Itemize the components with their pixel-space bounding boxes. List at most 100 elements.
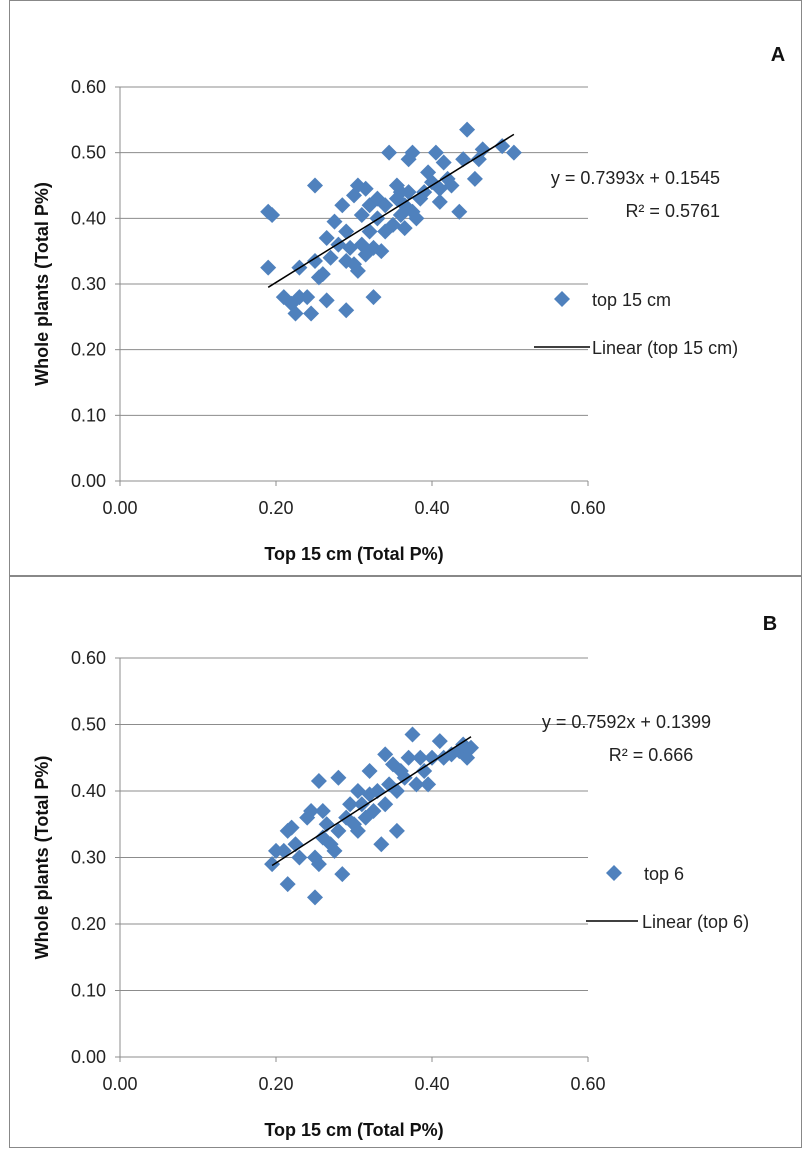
legend-label: top 15 cm [592,290,671,310]
data-point [451,203,468,220]
data-point [330,769,347,786]
data-point [435,154,452,171]
data-point [361,223,378,240]
data-point [326,842,343,859]
data-point [338,223,355,240]
y-tick-label: 0.30 [71,848,106,868]
data-point [279,876,296,893]
data-point [322,249,339,266]
data-point [310,856,327,873]
data-point [334,866,351,883]
y-axis-title: Whole plants (Total P%) [32,756,52,960]
data-point [377,746,394,763]
y-tick-label: 0.10 [71,981,106,1001]
trendline [267,133,515,288]
r-squared-label: R² = 0.666 [609,745,694,765]
data-point [396,220,413,237]
data-point [424,749,440,766]
data-point [353,207,370,224]
data-point [334,197,351,214]
y-tick-label: 0.50 [71,143,106,163]
data-point [283,819,300,836]
legend-label: Linear (top 6) [642,912,749,932]
data-point [307,889,323,906]
data-point [361,763,378,780]
legend-marker [606,865,622,881]
y-tick-label: 0.20 [71,340,106,360]
data-point [505,144,522,161]
y-axis-title: Whole plants (Total P%) [32,182,52,386]
trendline [271,736,472,867]
data-point [299,289,316,306]
data-point [357,180,374,197]
y-tick-label: 0.40 [71,208,106,228]
chart-a-svg: 0.00 0.10 0.20 0.30 0.40 0.50 0.60 0.00 0.20 0.40… [32,44,785,564]
data-point [318,292,335,309]
data-point [427,144,444,161]
data-point [420,776,437,793]
data-point [400,749,417,766]
legend-label: top 6 [644,864,684,884]
data-point [365,289,382,306]
data-point [314,802,331,819]
data-point [388,822,405,839]
data-point [443,746,460,763]
data-point [494,138,511,155]
data-point [318,230,335,247]
data-point [412,749,429,766]
data-point [431,180,448,197]
data-point [264,856,281,873]
data-point [307,177,323,194]
y-tick-label: 0.30 [71,274,106,294]
data-point [338,302,355,319]
panel-label: A [771,44,785,66]
trendline-equation: y = 0.7393x + 0.1545 [551,168,720,188]
y-tick-label: 0.50 [71,715,106,735]
data-point [349,262,366,279]
data-point [291,849,308,866]
x-tick-label: 0.40 [414,1074,449,1094]
data-point [466,170,483,187]
data-point [408,776,425,793]
chart-panel-a: 0.00 0.10 0.20 0.30 0.40 0.50 0.60 0.00 0.20 0.40… [9,0,802,576]
data-point [264,207,281,224]
data-point [396,769,413,786]
trendline-equation: y = 0.7592x + 0.1399 [542,712,711,732]
panel-label: B [763,613,777,635]
data-point [342,796,359,813]
data-point [459,121,476,138]
data-point [314,266,331,283]
x-tick-label: 0.00 [102,1074,137,1094]
data-point [463,739,479,756]
data-point [416,763,433,780]
y-tick-label: 0.10 [71,405,106,425]
y-tick-label: 0.00 [71,1047,106,1067]
data-point [349,783,366,799]
data-point [400,184,417,201]
data-point [307,253,323,270]
data-point [455,151,472,168]
data-point [455,736,472,753]
data-point [353,796,370,813]
x-tick-label: 0.20 [258,498,293,518]
y-tick-label: 0.60 [71,648,106,668]
data-point [443,177,460,194]
data-point [326,213,343,230]
y-tick-label: 0.60 [71,77,106,97]
data-point [357,809,374,826]
x-tick-label: 0.20 [258,1074,293,1094]
data-point [299,809,316,826]
data-point [303,305,320,322]
data-point [385,756,401,773]
data-point [373,243,390,260]
data-point [303,802,320,819]
y-tick-label: 0.40 [71,781,106,801]
x-tick-label: 0.40 [414,498,449,518]
data-point [408,210,425,227]
data-point [260,259,277,276]
data-point [431,193,448,210]
x-axis-title: Top 15 cm (Total P%) [264,1120,443,1140]
data-point [349,822,366,839]
legend-marker [554,291,570,307]
x-axis-title: Top 15 cm (Total P%) [264,544,443,564]
